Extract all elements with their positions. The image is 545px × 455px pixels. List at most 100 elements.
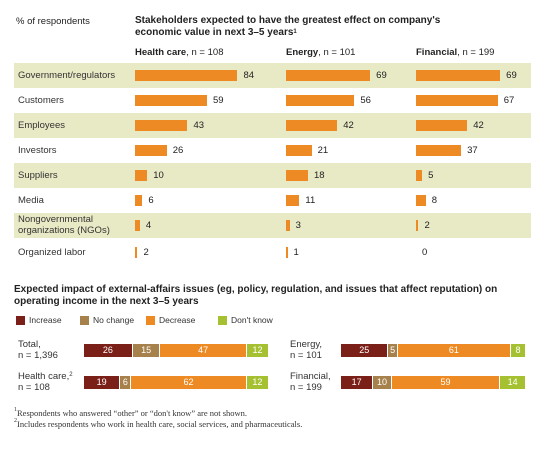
- legend-label: Decrease: [159, 315, 196, 325]
- bar-value-label: 0: [422, 247, 428, 258]
- group-n: n = 199: [290, 382, 322, 393]
- bar-value-label: 2: [424, 220, 430, 231]
- bar: [286, 195, 300, 206]
- bar: [416, 170, 423, 181]
- legend-swatch: [146, 316, 155, 325]
- bar: [416, 195, 426, 206]
- bar: [286, 170, 308, 181]
- bar-value-label: 69: [506, 70, 517, 81]
- category-label: Employees: [18, 120, 65, 131]
- category-label: Suppliers: [18, 170, 58, 181]
- impact-chart-title: Expected impact of external-affairs issu…: [14, 284, 498, 307]
- bar: [286, 95, 355, 106]
- bar: [286, 70, 371, 81]
- category-label: Nongovernmental organizations (NGOs): [18, 214, 110, 236]
- stack-segment: 5: [387, 344, 397, 357]
- group-name: Health care,: [18, 371, 70, 382]
- group-footnote-mark: 2: [69, 372, 73, 378]
- group-name: Total,: [18, 339, 41, 350]
- bar: [135, 247, 138, 258]
- row-shade: [14, 213, 531, 238]
- category-label: Government/regulators: [18, 70, 116, 81]
- category-label: Investors: [18, 145, 57, 156]
- bar-value-label: 37: [467, 145, 478, 156]
- bar-value-label: 42: [343, 120, 354, 131]
- bar-value-label: 18: [313, 170, 325, 181]
- stack-segment: 47: [159, 344, 246, 357]
- footnote-2: 2Includes respondents who work in health…: [14, 418, 303, 429]
- footnote-1: 1Respondents who answered “other” or “do…: [14, 407, 248, 418]
- group-label: Total, n = 1,396: [18, 339, 58, 361]
- footnote-1-mark: 1: [14, 407, 17, 413]
- footnote-2-mark: 2: [14, 418, 17, 424]
- group-n: n = 108: [18, 382, 50, 393]
- row-shade: [14, 163, 531, 188]
- stack-segment: 12: [245, 344, 268, 357]
- bar: [286, 145, 312, 156]
- legend-label: No change: [93, 315, 135, 325]
- bar: [416, 220, 419, 231]
- group-n: n = 1,396: [18, 350, 58, 361]
- stack-segment: 59: [390, 376, 500, 389]
- stack-segment: 15: [131, 344, 160, 357]
- bar-value-label: 4: [145, 220, 152, 231]
- stack-segment: 19: [84, 376, 120, 389]
- bar: [416, 145, 462, 156]
- bar: [135, 95, 207, 106]
- bar: [416, 70, 501, 81]
- category-label: Media: [18, 195, 44, 206]
- column-header: Financial, n = 199: [416, 47, 494, 58]
- legend-swatch: [80, 316, 89, 325]
- legend-label: Don't know: [231, 315, 273, 325]
- bar-value-label: 26: [172, 145, 184, 156]
- bar: [135, 120, 188, 131]
- column-header-name: Health care: [135, 47, 187, 58]
- category-label: Customers: [18, 95, 64, 106]
- bar-value-label: 21: [317, 145, 329, 156]
- bar-value-label: 10: [153, 170, 164, 181]
- stack-segment: 17: [341, 376, 373, 389]
- stack-segment: 61: [396, 344, 511, 357]
- column-header-name: Energy: [286, 47, 319, 58]
- stack-segment: 6: [119, 376, 131, 389]
- title-footnote-mark: 1: [293, 29, 297, 35]
- bar: [135, 220, 140, 231]
- column-header-n: , n = 108: [186, 47, 224, 58]
- bar-value-label: 2: [143, 247, 149, 258]
- bar: [416, 95, 498, 106]
- bar-value-label: 11: [305, 195, 316, 206]
- bar: [286, 247, 288, 258]
- bar: [135, 70, 238, 81]
- bar-value-label: 43: [193, 120, 205, 131]
- stack-segment: 10: [372, 376, 391, 389]
- bar-value-label: 67: [503, 95, 515, 106]
- column-header-n: , n = 199: [457, 47, 495, 58]
- column-header: Energy, n = 101: [286, 47, 355, 58]
- category-label: Organized labor: [18, 247, 86, 258]
- bar: [135, 145, 167, 156]
- stack-segment: 62: [130, 376, 246, 389]
- bar-value-label: 6: [148, 195, 154, 206]
- stack-segment: 14: [499, 376, 525, 389]
- stack-segment: 8: [510, 344, 525, 357]
- column-header-n: , n = 101: [318, 47, 356, 58]
- legend-swatch: [218, 316, 227, 325]
- stack-segment: 26: [84, 344, 132, 357]
- group-name: Financial,: [290, 371, 331, 382]
- group-label: Financial, n = 199: [290, 371, 331, 393]
- bar-value-label: 56: [360, 95, 371, 106]
- footnote-1-text: Respondents who answered “other” or “don…: [17, 408, 248, 418]
- chart-title-text: Stakeholders expected to have the greate…: [135, 15, 441, 38]
- chart-title: Stakeholders expected to have the greate…: [135, 15, 465, 39]
- stack-segment: 25: [341, 344, 388, 357]
- group-label: Health care,2 n = 108: [18, 371, 73, 393]
- group-label: Energy, n = 101: [290, 339, 322, 361]
- bar: [135, 195, 143, 206]
- bar-value-label: 69: [376, 70, 387, 81]
- column-header-name: Financial: [416, 47, 458, 58]
- bar-value-label: 5: [428, 170, 434, 181]
- stack-segment: 12: [245, 376, 268, 389]
- group-n: n = 101: [290, 350, 322, 361]
- footnote-2-text: Includes respondents who work in health …: [17, 419, 303, 429]
- bar: [286, 220, 290, 231]
